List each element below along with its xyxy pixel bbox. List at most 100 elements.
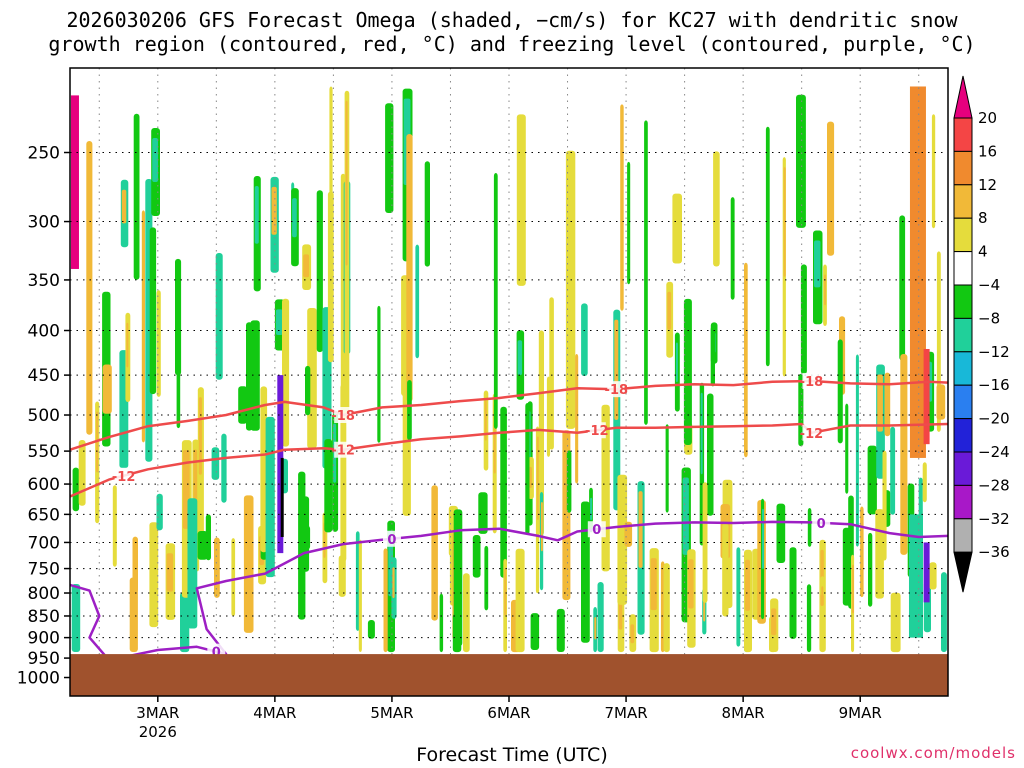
omega-streak [500, 406, 507, 578]
omega-streak [72, 467, 80, 512]
contour-label: -12 [585, 424, 609, 439]
omega-core [121, 189, 127, 224]
omega-streak [549, 297, 554, 450]
omega-streak [722, 523, 729, 617]
x-tick-label: 9MAR [839, 704, 882, 722]
omega-streak [565, 150, 576, 429]
omega-streak [250, 320, 260, 431]
contour-label: -18 [800, 375, 824, 390]
omega-core [700, 392, 703, 475]
omega-streak [702, 482, 708, 603]
x-tick-label: 8MAR [722, 704, 765, 722]
omega-streak [581, 501, 590, 643]
omega-streak [597, 582, 604, 653]
colorbar-bottom-arrow [953, 551, 973, 593]
omega-streak [665, 424, 669, 513]
contour-label-bg [587, 422, 606, 439]
contour-label: -12 [112, 470, 136, 485]
y-tick-label: 900 [28, 629, 60, 649]
contour-line-0 [70, 520, 948, 662]
omega-core [536, 436, 539, 520]
y-tick-label: 550 [28, 442, 60, 462]
omega-streak [78, 440, 86, 506]
x-tick-label: 3MAR [136, 704, 179, 722]
omega-streak [478, 492, 488, 534]
omega-core [292, 198, 297, 238]
contour-label: 0 [212, 646, 221, 661]
omega-extreme-downward [280, 457, 284, 537]
omega-core [877, 374, 883, 432]
chart-title-line-2: growth region (contoured, red, °C) and f… [48, 32, 976, 56]
omega-streak [383, 548, 388, 653]
omega-streak [776, 503, 786, 563]
y-tick-label: 750 [28, 560, 60, 580]
omega-streak [713, 151, 720, 267]
colorbar-segment [953, 317, 973, 353]
omega-streak [707, 393, 714, 516]
omega-streak [931, 114, 936, 229]
omega-streak [175, 258, 182, 376]
omega-streak [837, 339, 843, 444]
omega-streak [221, 433, 227, 503]
omega-core [771, 608, 777, 636]
omega-streak [205, 514, 211, 561]
omega-streak [538, 330, 544, 536]
omega-streak [338, 555, 346, 597]
omega-core [682, 477, 689, 555]
y-tick-label: 300 [28, 213, 60, 233]
omega-streak [929, 562, 937, 590]
colorbar-top-arrow [953, 75, 973, 119]
omega-core [275, 309, 283, 335]
omega-core [517, 340, 523, 376]
omega-streak [141, 210, 145, 443]
omega-streak [149, 522, 159, 628]
colorbar: 20 16 12 8 4 −4 −8 −12 −16 −20 −24 −28 −32 −36 [953, 75, 1010, 593]
colorbar-segment [953, 117, 973, 152]
contour-label: -18 [605, 383, 629, 398]
omega-streak [899, 215, 906, 361]
omega-core [504, 568, 507, 616]
omega-streak [472, 535, 481, 578]
omega-core [745, 559, 750, 611]
omega-core [618, 597, 623, 630]
omega-streak [620, 104, 624, 311]
contour-label: 0 [817, 517, 826, 532]
omega-core [529, 466, 532, 488]
omega-core [590, 497, 593, 521]
omega-core [271, 186, 277, 235]
contour-label: 0 [387, 533, 396, 548]
omega-core [783, 167, 786, 277]
omega-streak [796, 94, 806, 228]
omega-core [594, 617, 597, 640]
omega-streak [730, 197, 735, 300]
omega-core [675, 342, 678, 383]
omega-streak [305, 365, 311, 416]
omega-core [661, 571, 664, 617]
y-axis: 2503003504004505005506006507007508008509… [17, 144, 70, 689]
omega-late-low [908, 514, 923, 638]
omega-streak [304, 525, 311, 550]
colorbar-label: 8 [978, 209, 988, 227]
omega-core [688, 559, 694, 609]
omega-streak [431, 485, 438, 621]
omega-streak [463, 573, 470, 653]
omega-streak [663, 563, 670, 653]
omega-streak [566, 450, 572, 513]
omega-streak [385, 103, 394, 213]
x-tick-label: 7MAR [604, 704, 647, 722]
omega-core [540, 502, 543, 552]
omega-streak [581, 303, 588, 376]
omega-streak [546, 376, 551, 457]
colorbar-label: −24 [978, 443, 1010, 461]
omega-streak [484, 545, 489, 611]
omega-streak [238, 386, 248, 424]
colorbar-label: −8 [978, 309, 1000, 327]
credit-link[interactable]: coolwx.com/models [850, 744, 1016, 762]
omega-streak [644, 120, 648, 425]
omega-streak [922, 462, 927, 503]
colorbar-label: 12 [978, 176, 997, 194]
omega-streak [765, 126, 770, 367]
omega-streak [132, 536, 138, 593]
colorbar-segment [953, 451, 973, 486]
